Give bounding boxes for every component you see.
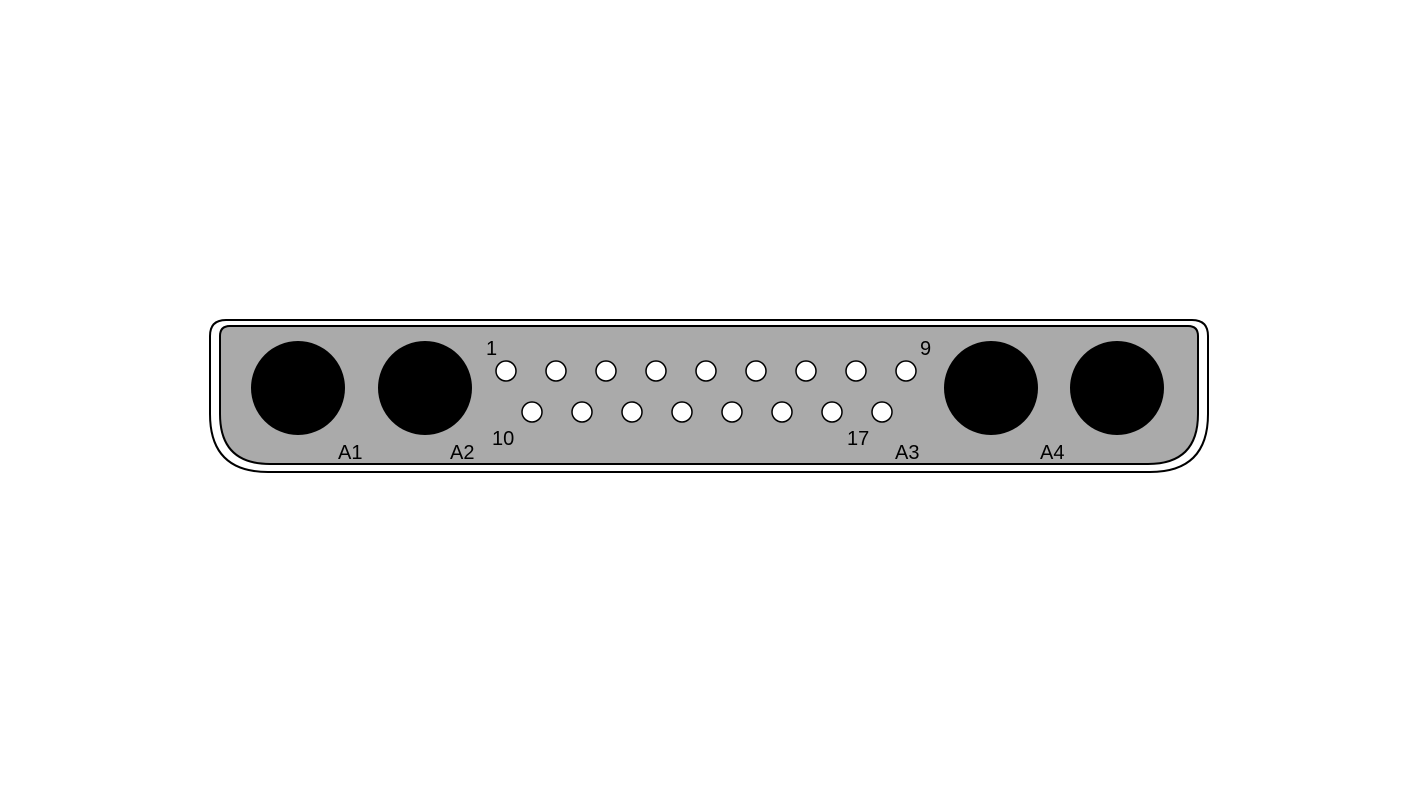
pin-15 [772,402,792,422]
pin-5 [696,361,716,381]
label-pin-9: 9 [920,338,931,360]
label-a3: A3 [895,442,919,464]
pin-9 [896,361,916,381]
large-contact-a3 [944,341,1038,435]
pin-7 [796,361,816,381]
large-contact-a4 [1070,341,1164,435]
pin-16 [822,402,842,422]
pin-4 [646,361,666,381]
pin-17 [872,402,892,422]
large-contact-a2 [378,341,472,435]
pin-14 [722,402,742,422]
label-pin-17: 17 [847,428,869,450]
pin-13 [672,402,692,422]
label-a1: A1 [338,442,362,464]
pin-12 [622,402,642,422]
label-pin-10: 10 [492,428,514,450]
pin-6 [746,361,766,381]
pin-2 [546,361,566,381]
pin-3 [596,361,616,381]
label-a2: A2 [450,442,474,464]
pin-1 [496,361,516,381]
pin-11 [572,402,592,422]
label-pin-1: 1 [486,338,497,360]
connector-diagram: A1 A2 A3 A4 1 9 10 17 [0,0,1420,798]
pin-8 [846,361,866,381]
label-a4: A4 [1040,442,1064,464]
pin-10 [522,402,542,422]
connector-svg: A1 A2 A3 A4 1 9 10 17 [0,0,1420,798]
large-contact-a1 [251,341,345,435]
